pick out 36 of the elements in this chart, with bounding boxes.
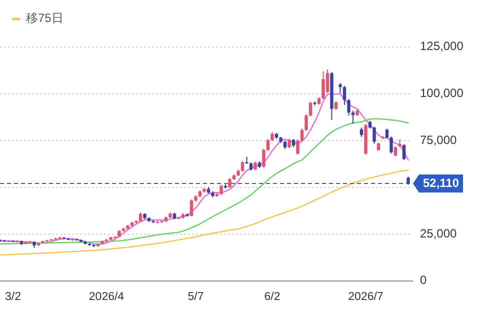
candlestick (360, 126, 364, 138)
y-tick-label: 125,000 (420, 39, 464, 54)
candlestick (262, 148, 266, 168)
candlestick (228, 178, 232, 188)
line-series (0, 170, 409, 256)
candlestick (390, 136, 393, 154)
candlestick (190, 198, 194, 217)
x-tick-label: 2026/7 (348, 291, 384, 304)
candlestick (347, 98, 350, 116)
candlestick (220, 184, 223, 196)
line-series (0, 118, 409, 245)
y-tick-label: 0 (420, 273, 427, 288)
candlestick (322, 70, 325, 100)
x-tick-label: 6/2 (264, 291, 280, 304)
y-tick-label: 100,000 (420, 86, 464, 100)
y-tick-label: 25,000 (420, 226, 458, 240)
candlestick (338, 82, 342, 94)
legend-label: 移75日 (26, 11, 64, 26)
candlestick (296, 138, 300, 155)
candlestick (342, 85, 346, 106)
candlestick (288, 138, 291, 149)
candlestick (372, 126, 376, 144)
candlestick (308, 101, 312, 117)
candlestick (266, 138, 270, 152)
candlestick (245, 156, 248, 164)
x-tick-label: 5/7 (188, 291, 204, 304)
candlestick (240, 160, 244, 172)
candlestick (300, 128, 304, 142)
y-tick-label: 75,000 (420, 132, 458, 147)
candlestick (385, 128, 389, 138)
candlestick (394, 146, 398, 157)
candlestick (304, 114, 308, 132)
candlestick (402, 144, 406, 161)
x-tick-label: 3/2 (5, 291, 21, 304)
x-tick-label: 2026/4 (88, 291, 125, 304)
ref-line-label: 52,110 (422, 176, 460, 190)
